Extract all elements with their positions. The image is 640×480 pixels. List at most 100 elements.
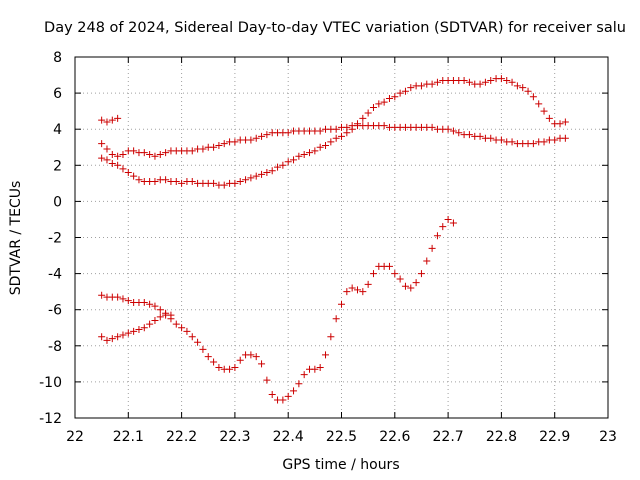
data-point [258, 360, 266, 368]
data-point [332, 134, 340, 142]
data-point [199, 345, 207, 353]
series-arc-top-short [98, 114, 122, 126]
data-point [231, 138, 239, 146]
data-point [247, 351, 255, 359]
data-point [497, 75, 505, 83]
data-point [151, 317, 159, 325]
data-point [284, 392, 292, 400]
data-point [417, 270, 425, 278]
x-tick-label: 23 [599, 429, 617, 445]
data-point [449, 219, 457, 227]
x-tick-label: 22.1 [113, 429, 144, 445]
data-point [119, 150, 127, 158]
data-point [247, 174, 255, 182]
data-point [311, 365, 319, 373]
data-point [348, 284, 356, 292]
y-tick-label: 8 [53, 50, 62, 66]
data-point [114, 114, 122, 122]
x-tick-label: 22.9 [539, 429, 570, 445]
data-point [130, 147, 138, 155]
data-point [140, 324, 148, 332]
data-point [247, 136, 255, 144]
data-point [290, 387, 298, 395]
data-point [103, 145, 111, 153]
data-point [140, 298, 148, 306]
data-point [103, 336, 111, 344]
data-point [290, 156, 298, 164]
data-point [338, 132, 345, 140]
data-point [178, 324, 186, 332]
data-point [210, 179, 218, 187]
data-point [332, 315, 340, 323]
data-point [114, 152, 122, 160]
data-point [487, 76, 495, 84]
data-point [162, 149, 170, 157]
data-point [98, 140, 106, 148]
data-point [130, 327, 138, 335]
data-point [108, 159, 116, 167]
data-point [156, 306, 164, 314]
data-point [178, 179, 186, 187]
y-tick-label: -10 [39, 375, 62, 391]
data-point [215, 141, 223, 149]
data-point [151, 178, 159, 186]
data-point [364, 280, 372, 288]
series-arc-bottom-left [98, 311, 175, 344]
data-point [172, 320, 180, 328]
data-point [103, 156, 111, 164]
data-point [156, 150, 164, 158]
data-point [423, 257, 431, 265]
data-point [274, 163, 282, 171]
y-tick-label: 2 [53, 158, 62, 174]
data-point [540, 138, 548, 146]
data-point [444, 215, 452, 223]
data-point [508, 78, 516, 86]
data-point [401, 87, 409, 95]
data-point [263, 131, 271, 139]
data-point [322, 351, 330, 359]
data-point [529, 93, 537, 101]
data-point [119, 295, 127, 303]
data-point [279, 161, 287, 169]
data-point [535, 100, 543, 108]
data-point [353, 286, 361, 294]
y-tick-label: 4 [53, 122, 62, 138]
data-point [130, 172, 138, 180]
data-point [391, 93, 399, 101]
data-point [124, 297, 132, 305]
y-tick-label: 0 [53, 194, 62, 210]
data-point [412, 279, 420, 287]
y-tick-label: -6 [48, 303, 62, 319]
data-point [353, 120, 361, 128]
data-point [231, 179, 239, 187]
chart-title: Day 248 of 2024, Sidereal Day-to-day VTE… [44, 20, 626, 36]
data-point [519, 84, 527, 92]
data-point [172, 178, 180, 186]
data-point [561, 118, 569, 126]
data-point [258, 170, 266, 178]
data-point [98, 291, 106, 299]
y-tick-label: -2 [48, 231, 62, 247]
data-point [380, 98, 388, 106]
data-point [210, 143, 218, 151]
data-point [508, 138, 516, 146]
data-point [300, 150, 308, 158]
x-tick-label: 22.7 [433, 429, 464, 445]
data-point [194, 338, 202, 346]
data-point [513, 82, 521, 90]
data-point [252, 134, 260, 142]
data-point [231, 363, 239, 371]
data-point [476, 132, 484, 140]
data-point [284, 158, 292, 166]
data-point [428, 123, 436, 131]
data-point [98, 333, 106, 341]
data-point [385, 262, 393, 270]
data-point [327, 138, 335, 146]
data-point [295, 152, 303, 160]
x-axis-label: GPS time / hours [282, 457, 399, 473]
data-point [407, 284, 415, 292]
data-point [210, 358, 218, 366]
data-point [300, 371, 308, 379]
data-point [252, 172, 260, 180]
data-point [119, 331, 127, 339]
